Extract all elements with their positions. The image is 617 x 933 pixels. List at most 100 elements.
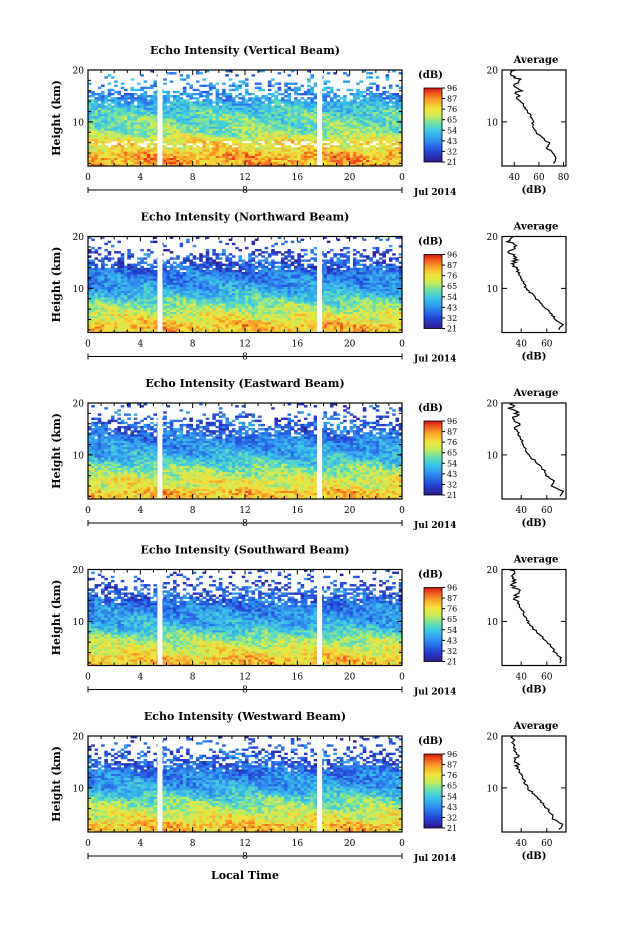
average-x-tick-label: 40 [515,340,527,350]
colorbar-tick-label: 43 [447,636,457,645]
x-tick-label: 4 [137,673,143,683]
colorbar-tick-label: 87 [447,428,457,437]
average-x-label: (dB) [522,518,547,529]
colorbar-tick-label: 32 [447,647,457,656]
panel-title: Echo Intensity (Northward Beam) [141,211,350,224]
day-label: 8 [242,519,248,529]
colorbar-tick-label: 96 [447,417,457,426]
average-x-tick-label: 60 [541,340,553,350]
average-y-tick-label: 20 [487,233,499,243]
average-title: Average [513,55,559,66]
x-tick-label: 20 [344,673,356,683]
y-tick-label: 20 [73,400,85,410]
x-tick-label: 12 [239,506,250,516]
x-tick-label: 20 [344,340,356,350]
colorbar-tick-label: 43 [447,470,457,479]
y-tick-label: 20 [73,566,85,576]
colorbar-tick-label: 21 [447,824,457,833]
x-tick-label: 4 [137,839,143,849]
data-gap [157,70,162,166]
x-tick-label: 20 [344,839,356,849]
x-tick-label: 12 [239,673,250,683]
average-title: Average [513,555,559,566]
average-y-tick-label: 20 [487,67,499,77]
colorbar-tick-label: 76 [447,605,457,614]
average-frame [502,70,566,166]
x-axis-label: Local Time [211,869,279,882]
colorbar-tick-label: 21 [447,325,457,334]
colorbar-label: (dB) [418,237,443,248]
average-y-tick-label: 10 [487,285,499,295]
x-tick-label: 4 [137,340,143,350]
average-y-tick-label: 10 [487,784,499,794]
y-axis-label: Height (km) [50,80,63,156]
average-y-tick-label: 10 [487,451,499,461]
x-tick-label: 0 [399,173,405,183]
day-label: 8 [242,186,248,196]
heatmap-cells [88,570,402,666]
average-x-label: (dB) [522,685,547,696]
data-gap [157,237,162,333]
average-profile-line [510,70,556,163]
data-gap [317,237,322,333]
y-tick-label: 10 [73,451,85,461]
y-axis-label: Height (km) [50,746,63,822]
average-x-tick-label: 60 [541,506,553,516]
y-tick-label: 10 [73,285,85,295]
day-label: 8 [242,852,248,862]
x-tick-label: 8 [190,506,196,516]
colorbar-label: (dB) [418,403,443,414]
x-tick-label: 20 [344,506,356,516]
y-tick-label: 10 [73,618,85,628]
heatmap-cells [88,403,402,499]
colorbar-tick-label: 32 [447,147,457,156]
x-tick-label: 16 [292,839,304,849]
colorbar-tick-label: 87 [447,761,457,770]
colorbar [424,88,442,162]
average-profile-line [509,570,561,663]
average-x-label: (dB) [522,185,547,196]
average-y-tick-label: 10 [487,118,499,128]
average-frame [502,403,566,499]
colorbar-tick-label: 65 [447,782,457,791]
heatmap-cells [88,237,402,333]
data-gap [317,736,322,832]
y-tick-label: 20 [73,733,85,743]
average-profile-line [507,237,563,330]
average-profile-line [511,736,563,829]
colorbar [424,421,442,495]
colorbar [424,588,442,662]
x-tick-label: 8 [190,173,196,183]
panel-title: Echo Intensity (Westward Beam) [144,710,346,723]
heatmap-cells [88,70,402,166]
average-x-tick-label: 40 [515,506,527,516]
colorbar-tick-label: 76 [447,105,457,114]
average-title: Average [513,388,559,399]
colorbar-tick-label: 76 [447,438,457,447]
y-tick-label: 10 [73,784,85,794]
average-x-tick-label: 40 [515,839,527,849]
colorbar-tick-label: 76 [447,771,457,780]
panel-1: Echo Intensity (Vertical Beam)2010Height… [50,44,570,198]
x-tick-label: 0 [399,506,405,516]
x-tick-label: 16 [292,173,304,183]
colorbar-tick-label: 54 [447,792,457,801]
x-tick-label: 0 [85,340,91,350]
colorbar-tick-label: 32 [447,314,457,323]
x-tick-label: 0 [399,839,405,849]
x-tick-label: 0 [85,506,91,516]
average-profile-line [508,403,564,496]
colorbar-tick-label: 21 [447,158,457,167]
average-y-tick-label: 20 [487,733,499,743]
date-label: Jul 2014 [413,521,456,531]
x-tick-label: 0 [399,340,405,350]
colorbar-tick-label: 54 [447,459,457,468]
average-y-tick-label: 10 [487,618,499,628]
panel-title: Echo Intensity (Eastward Beam) [145,377,344,390]
colorbar-label: (dB) [418,736,443,747]
data-gap [157,403,162,499]
average-y-tick-label: 20 [487,400,499,410]
day-label: 8 [242,353,248,363]
x-tick-label: 16 [292,340,304,350]
